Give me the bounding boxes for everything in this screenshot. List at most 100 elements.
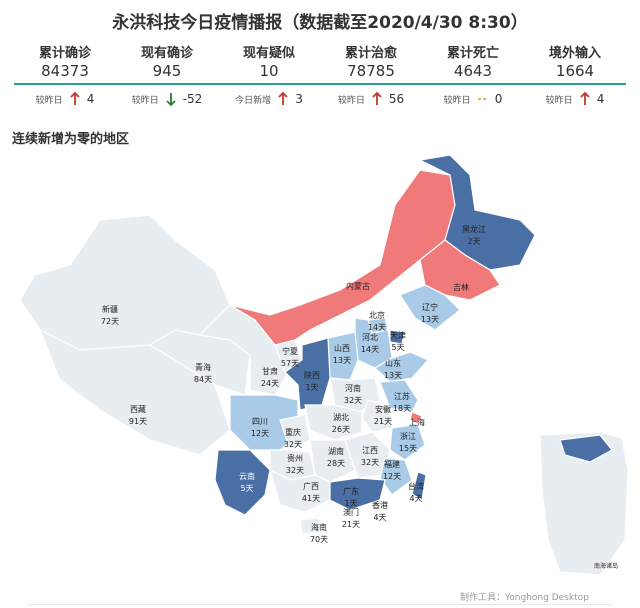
region-hainan[interactable] [299,517,321,535]
region-taiwan[interactable] [411,471,427,501]
region-anhui[interactable] [361,399,393,433]
region-days-shaanxi: 1天 [305,383,318,392]
inset-label: 南海诸岛 [594,562,618,570]
delta-value: 56 [388,92,405,106]
page-title: 永洪科技今日疫情播报（数据截至2020/4/30 8:30） [112,13,528,33]
region-days-jiangsu: 18天 [393,404,411,413]
delta-caption: 较昨日 [545,95,573,106]
region-label-guizhou: 贵州 [287,453,303,463]
region-label-jiangsu: 江苏 [394,391,410,401]
arrow-up-icon [278,92,288,105]
region-label-chongqing: 重庆 [285,427,301,437]
region-days-sichuan: 12天 [251,429,269,438]
delta-value: 4 [596,92,605,106]
region-yunnan[interactable] [214,449,271,516]
region-label-henan: 河南 [345,383,361,393]
region-days-henan: 32天 [344,396,362,405]
kpi-value: 945 [152,62,182,80]
inset-coast [559,434,613,463]
region-days-anhui: 21天 [374,417,392,426]
region-jiangsu[interactable] [379,379,419,413]
region-label-anhui: 安徽 [375,404,391,414]
region-days-hongkong: 4天 [373,513,386,522]
region-xinjiang[interactable] [19,214,231,351]
region-days-shandong: 13天 [384,371,402,380]
region-label-heilongjiang: 黑龙江 [462,224,486,234]
region-label-zhejiang: 浙江 [400,431,416,441]
kpi-value: 1664 [555,62,595,80]
region-label-jiangxi: 江西 [362,446,378,455]
region-label-tianjin: 天津 [390,330,406,340]
delta-current-confirmed: 较昨日 -52 [116,92,218,106]
region-days-xizang: 91天 [129,417,147,426]
kpi-divider [14,83,626,85]
delta-caption: 较昨日 [337,95,365,106]
region-zhejiang[interactable] [389,423,426,461]
region-tianjin[interactable] [389,329,405,345]
region-days-qinghai: 84天 [194,375,212,384]
region-guangdong[interactable] [329,477,386,511]
region-days-yunnan: 5天 [240,484,253,493]
region-label-shaanxi: 陕西 [304,370,320,380]
region-days-hunan: 28天 [327,459,345,468]
region-days-macau: 21天 [342,520,360,529]
region-days-hubei: 26天 [332,425,350,434]
kpi-value: 10 [259,62,279,80]
region-days-tianjin: 5天 [391,343,404,352]
region-hubei[interactable] [304,404,363,441]
region-days-hainan: 70天 [310,535,328,544]
region-shaanxi[interactable] [284,337,331,411]
south-china-sea-inset [539,431,629,576]
region-days-gansu: 24天 [261,379,279,388]
region-label-sichuan: 四川 [252,417,268,426]
region-label-neimenggu: 内蒙古 [346,281,370,291]
region-hunan[interactable] [309,439,356,483]
delta-imported: 较昨日 4 [524,92,626,106]
region-label-hubei: 湖北 [333,413,349,422]
arrow-up-icon [580,92,590,105]
china-map: 新疆 72天 西藏 91天 青海 84天 甘肃 24天 宁夏 57天 内蒙古 黑… [19,154,629,576]
region-label-qinghai: 青海 [195,362,211,372]
delta-value: 0 [494,92,503,106]
region-label-shandong: 山东 [385,358,401,368]
region-days-guangdong: 1天 [344,499,357,508]
region-days-heilongjiang: 2天 [467,237,480,246]
region-label-guangdong: 广东 [343,486,359,496]
kpi-value: 78785 [347,62,395,80]
region-label-shanxi: 山西 [334,343,350,353]
region-heilongjiang[interactable] [418,154,536,271]
delta-deaths: 较昨日 0 [422,92,524,106]
kpi-label: 累计确诊 [38,46,91,61]
delta-recovered: 较昨日 56 [320,92,422,106]
delta-total-confirmed: 较昨日 4 [14,92,116,106]
region-days-hebei: 14天 [361,345,379,354]
dash-icon [477,98,488,100]
region-label-hebei: 河北 [362,332,378,342]
kpi-label: 现有疑似 [242,46,295,61]
kpi-label: 现有确诊 [140,46,193,61]
region-label-hainan: 海南 [311,522,327,532]
region-label-hongkong: 香港 [372,500,388,510]
region-label-guangxi: 广西 [303,481,319,491]
bottom-divider [28,604,612,605]
region-days-guangxi: 41天 [302,494,320,503]
region-fujian[interactable] [379,457,413,496]
region-label-ningxia: 宁夏 [282,346,298,356]
region-label-liaoning: 辽宁 [422,302,438,312]
region-label-gansu: 甘肃 [262,366,278,376]
kpi-suspected: 现有疑似 10 [218,42,320,82]
arrow-down-icon [166,93,176,106]
region-liaoning[interactable] [399,284,461,331]
section-title: 连续新增为零的地区 [12,132,130,147]
region-label-taiwan: 台湾 [408,481,424,491]
arrow-up-icon [372,92,382,105]
region-label-yunnan: 云南 [239,471,255,481]
region-label-fujian: 福建 [384,459,400,469]
region-label-beijing: 北京 [369,310,385,320]
region-days-shanxi: 13天 [333,356,351,365]
region-label-hunan: 湖南 [328,446,344,456]
kpi-label: 累计死亡 [446,46,499,61]
region-days-ningxia: 57天 [281,359,299,368]
kpi-total-confirmed: 累计确诊 84373 [14,42,116,82]
region-days-liaoning: 13天 [421,315,439,324]
